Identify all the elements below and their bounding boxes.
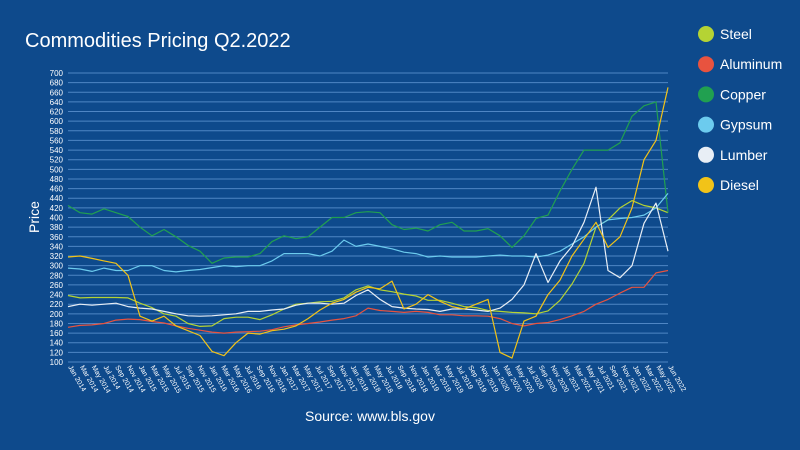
series-line-gypsum: [67, 193, 669, 273]
y-tick-label: 300: [50, 262, 64, 271]
legend-marker-gypsum: [698, 116, 714, 133]
y-tick-label: 200: [50, 310, 64, 319]
legend-label-diesel: Diesel: [720, 177, 759, 193]
series-lines: [67, 87, 669, 359]
y-tick-label: 280: [50, 271, 64, 280]
legend-marker-copper: [698, 86, 714, 103]
series-line-steel: [67, 200, 669, 327]
y-tick-label: 100: [50, 358, 64, 367]
y-tick-label: 260: [50, 281, 64, 290]
source-note: Source: www.bls.gov: [305, 408, 435, 424]
legend-marker-aluminum: [698, 56, 714, 73]
y-tick-label: 580: [50, 127, 64, 136]
y-tick-label: 340: [50, 242, 64, 251]
y-tick-label: 540: [50, 146, 64, 155]
grid: [68, 72, 668, 363]
legend-label-lumber: Lumber: [720, 147, 768, 163]
legend-label-copper: Copper: [720, 86, 766, 102]
legend-label-gypsum: Gypsum: [720, 117, 772, 133]
y-axis-ticks: 1001201401601802002202402602803003203403…: [50, 69, 64, 367]
y-tick-label: 660: [50, 88, 64, 97]
y-tick-label: 180: [50, 319, 64, 328]
y-tick-label: 320: [50, 252, 64, 261]
y-tick-label: 680: [50, 79, 64, 88]
legend-marker-steel: [698, 26, 714, 42]
y-tick-label: 140: [50, 339, 64, 348]
legend-marker-diesel: [698, 177, 714, 193]
y-tick-label: 500: [50, 165, 64, 174]
y-tick-label: 360: [50, 233, 64, 242]
series-line-lumber: [67, 186, 669, 317]
y-tick-label: 420: [50, 204, 64, 213]
y-tick-label: 120: [50, 348, 64, 357]
y-tick-label: 400: [50, 214, 64, 223]
legend-marker-lumber: [698, 146, 714, 163]
legend-label-aluminum: Aluminum: [720, 56, 782, 72]
series-line-aluminum: [67, 269, 669, 334]
chart-title: Commodities Pricing Q2.2022: [25, 30, 291, 52]
y-tick-label: 460: [50, 185, 64, 194]
series-line-diesel: [67, 87, 669, 359]
y-tick-label: 480: [50, 175, 64, 184]
y-tick-label: 520: [50, 156, 64, 165]
y-tick-label: 160: [50, 329, 64, 338]
y-tick-label: 440: [50, 194, 64, 203]
y-tick-label: 640: [50, 98, 64, 107]
y-tick-label: 560: [50, 136, 64, 145]
y-tick-label: 700: [50, 69, 64, 78]
y-tick-label: 240: [50, 291, 64, 300]
y-tick-label: 220: [50, 300, 64, 309]
y-axis-label: Price: [26, 201, 42, 233]
legend: Steel Aluminum Copper Gypsum Lumber Diesel: [698, 26, 782, 193]
legend-label-steel: Steel: [720, 26, 752, 42]
y-tick-label: 600: [50, 117, 64, 126]
series-line-copper: [67, 101, 669, 264]
y-tick-label: 620: [50, 108, 64, 117]
y-tick-label: 380: [50, 223, 64, 232]
